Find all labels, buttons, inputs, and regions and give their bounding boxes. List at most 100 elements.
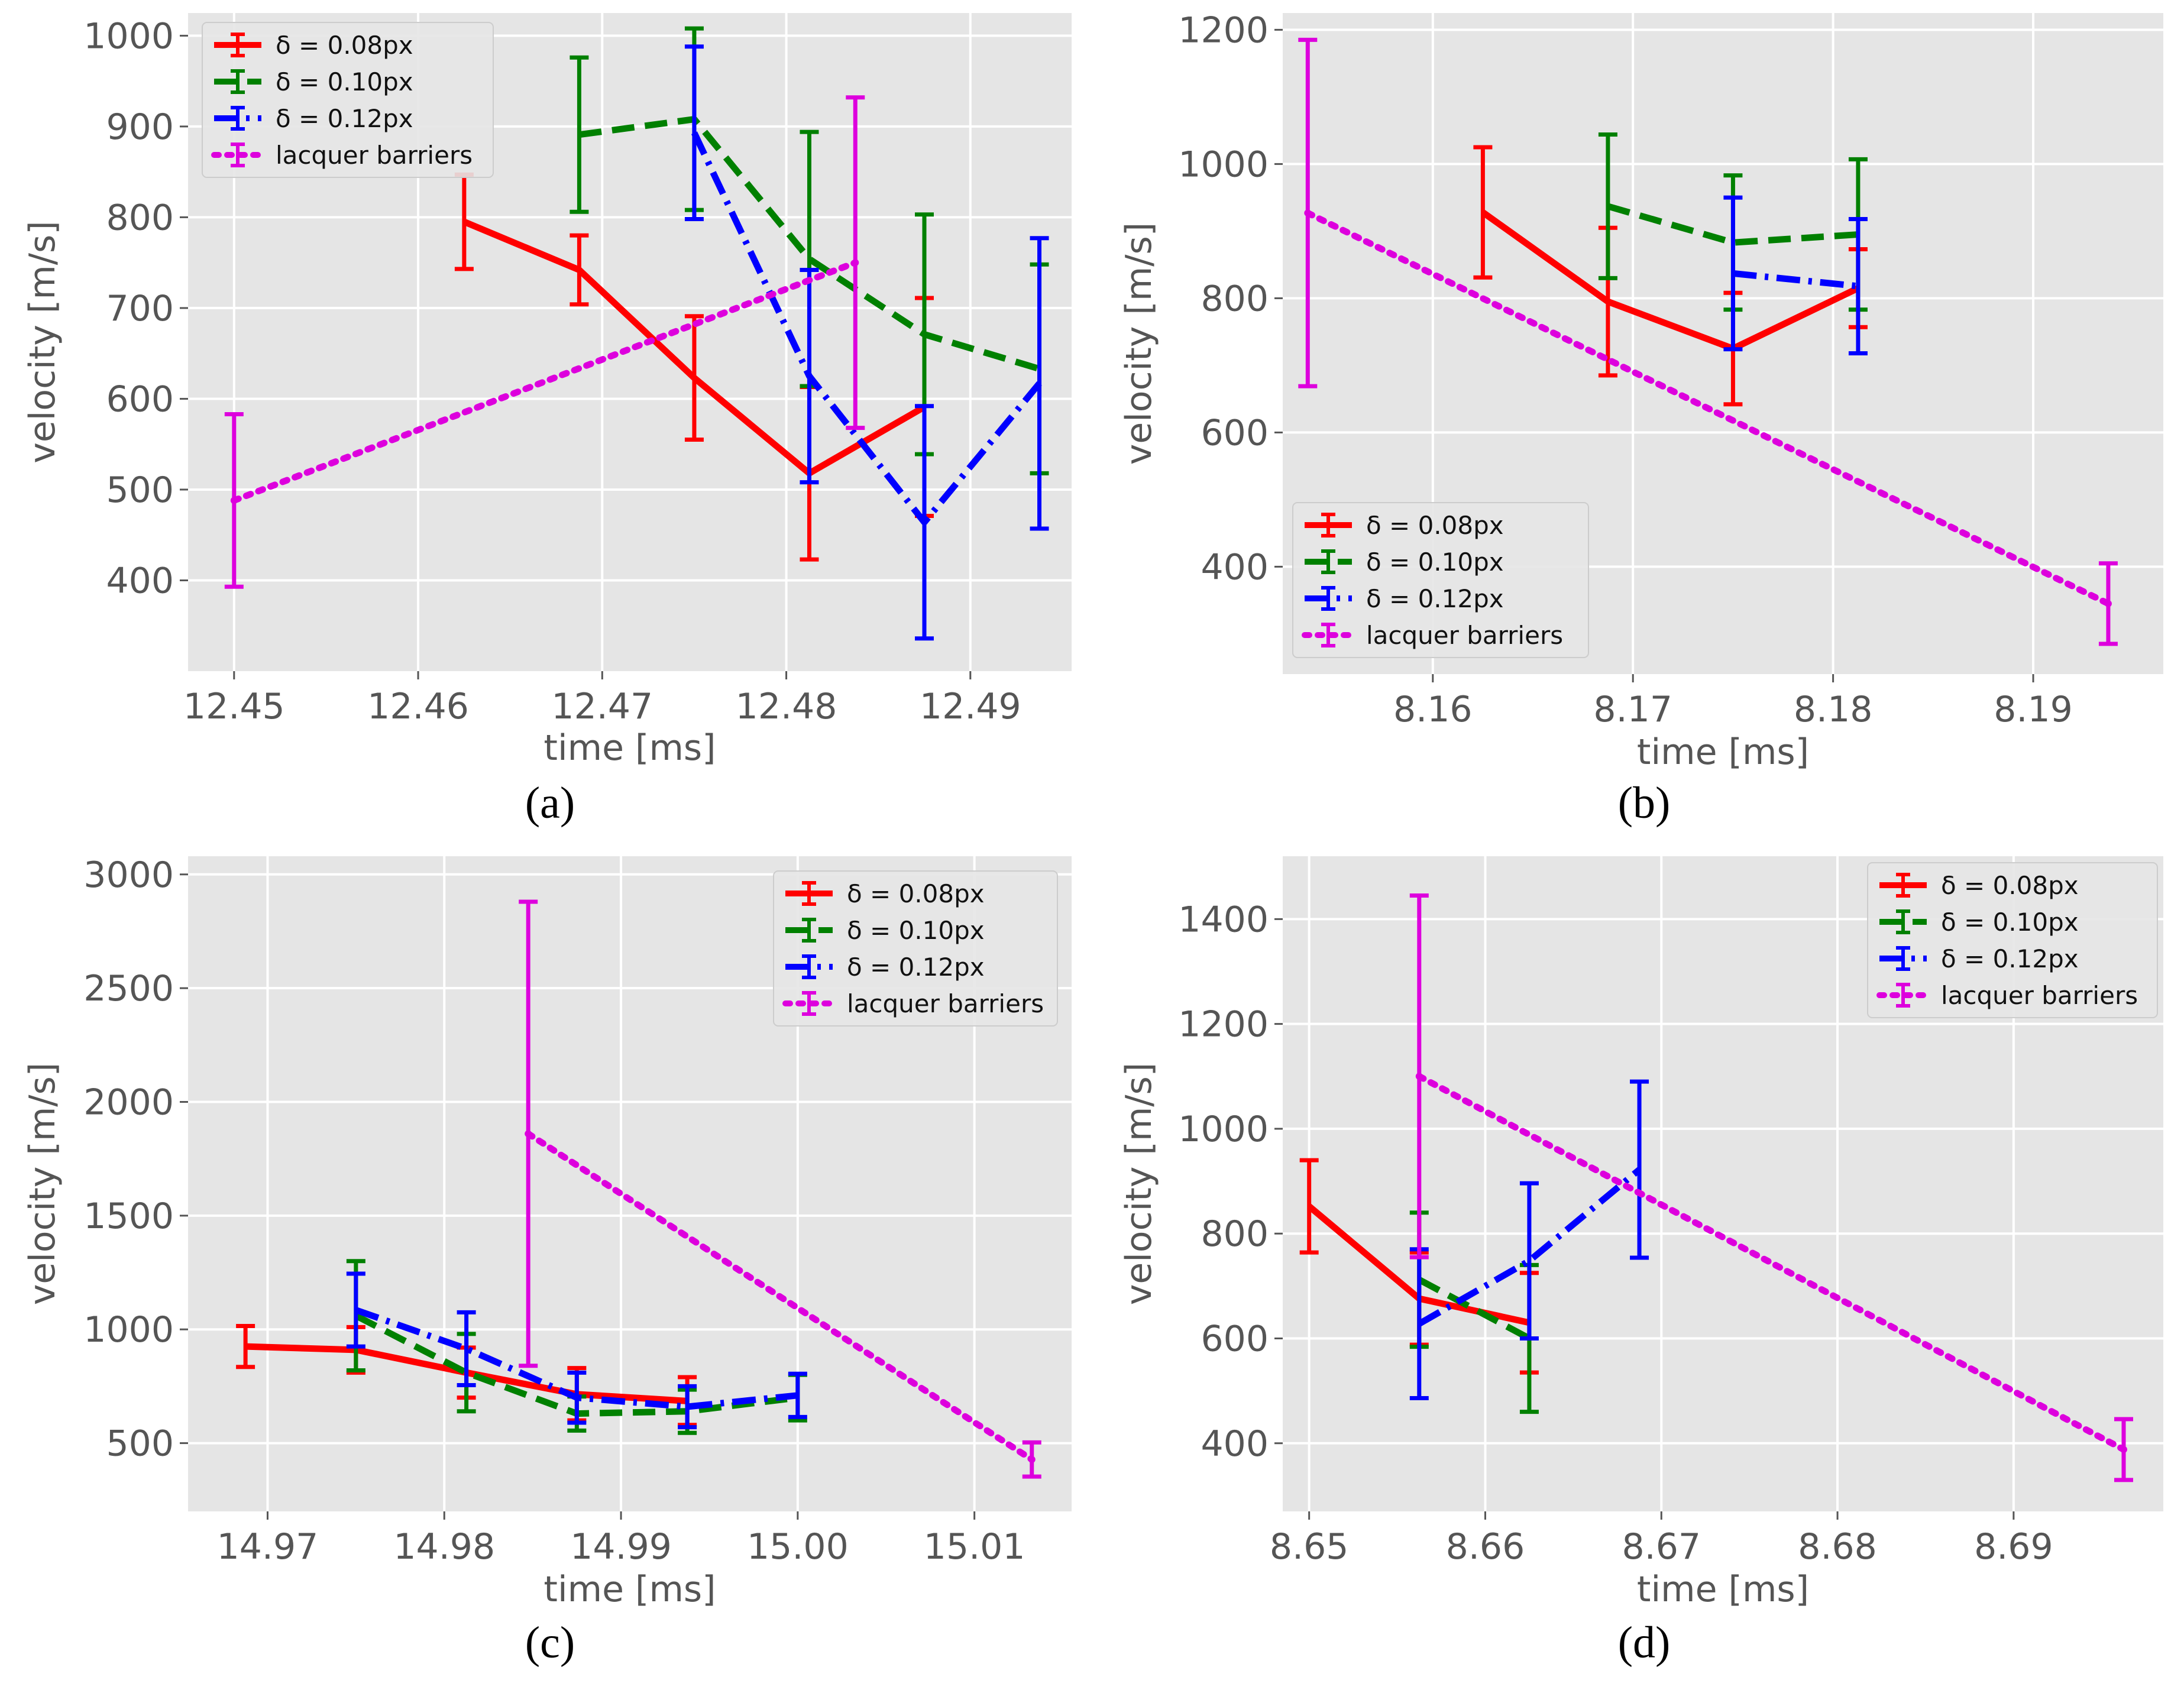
error-bar — [1473, 145, 1493, 280]
error-bar — [915, 404, 934, 641]
legend-box — [1292, 502, 1589, 658]
error-bar — [678, 1384, 697, 1430]
error-bar — [346, 1271, 365, 1349]
error-bar — [800, 267, 819, 485]
error-bar — [788, 1371, 807, 1419]
series-line-lacquer-barriers — [1416, 1073, 2127, 1453]
y-tick-label: 500 — [106, 469, 174, 511]
legend-label: lacquer barriers — [276, 141, 473, 170]
error-bar — [1030, 236, 1049, 531]
caption-a: (a) — [525, 778, 575, 828]
chart-panel-c: 14.97 14.98 14.99 15.00 15.01 500 1000 1500 2000… — [22, 854, 1072, 1610]
series-lacquer-barriers — [1298, 37, 2118, 646]
data-point — [1415, 1073, 1423, 1080]
y-tick-label: 2500 — [83, 968, 174, 1009]
legend-label: δ = 0.10px — [276, 67, 413, 96]
legend-label: δ = 0.08px — [1941, 871, 2079, 900]
legend-label: lacquer barriers — [847, 989, 1044, 1018]
legend-a: δ = 0.08px δ = 0.10px δ = 0.12px lacquer ba… — [202, 22, 494, 178]
x-tick-label: 12.45 — [183, 686, 285, 727]
y-tick-label: 400 — [1201, 1423, 1269, 1465]
y-tick-label: 700 — [106, 288, 174, 329]
y-tick-label: 1000 — [1178, 144, 1269, 185]
x-tick-label: 8.18 — [1794, 689, 1873, 730]
legend-label: δ = 0.12px — [1366, 584, 1504, 613]
x-axis-label: time [ms] — [543, 727, 716, 769]
y-tick-label: 2000 — [83, 1082, 174, 1123]
series-lacquer-barriers — [224, 95, 865, 589]
series-line-lacquer-barriers — [1304, 209, 2112, 607]
legend-label: δ = 0.10px — [1941, 908, 2079, 937]
error-bar — [1022, 1440, 1041, 1479]
x-tick-label: 8.65 — [1270, 1526, 1349, 1568]
legend-label: δ = 0.12px — [1941, 944, 2079, 973]
legend-c: δ = 0.08px δ = 0.10px δ = 0.12px lacquer ba… — [773, 870, 1058, 1027]
x-axis-label: time [ms] — [1637, 731, 1809, 773]
error-bar — [1848, 216, 1868, 355]
legend-label: lacquer barriers — [1941, 981, 2138, 1010]
error-bar — [1723, 195, 1743, 352]
data-point — [852, 259, 859, 267]
y-tick-label: 800 — [1201, 278, 1269, 319]
error-bar — [1598, 132, 1617, 280]
error-bar — [2098, 561, 2118, 646]
x-tick-label: 12.47 — [551, 686, 653, 727]
legend-box — [773, 870, 1058, 1027]
y-tick-label: 800 — [1201, 1213, 1269, 1255]
error-bar — [570, 233, 589, 307]
error-bar — [1519, 1181, 1539, 1340]
x-tick-label: 14.99 — [570, 1526, 672, 1568]
chart-panel-a: 12.45 12.46 12.47 12.48 12.49 400 500 600 700 800… — [22, 13, 1072, 769]
legend-label: δ = 0.08px — [1366, 511, 1504, 540]
x-tick-label: 15.00 — [747, 1526, 849, 1568]
x-tick-label: 14.98 — [393, 1526, 495, 1568]
x-tick-label: 8.69 — [1974, 1526, 2053, 1568]
series-line-0-10px — [1418, 1277, 1531, 1342]
data-point — [2120, 1446, 2127, 1453]
x-tick-label: 8.68 — [1798, 1526, 1877, 1568]
y-tick-label: 3000 — [83, 854, 174, 896]
x-tick-label: 8.19 — [1994, 689, 2073, 730]
y-tick-label: 900 — [106, 106, 174, 148]
legend-label: δ = 0.10px — [1366, 548, 1504, 577]
y-tick-label: 600 — [106, 378, 174, 420]
error-bar — [519, 899, 538, 1368]
caption-b: (b) — [1617, 778, 1671, 828]
series-0-12px — [1409, 1079, 1649, 1401]
y-tick-label: 800 — [106, 197, 174, 238]
series-line-lacquer-barriers — [231, 259, 859, 504]
legend-label: δ = 0.12px — [276, 104, 413, 133]
y-tick-label: 400 — [1201, 546, 1269, 588]
y-tick-label: 1400 — [1178, 899, 1269, 940]
error-bar — [1298, 37, 1318, 388]
legend-b: δ = 0.08px δ = 0.10px δ = 0.12px lacquer ba… — [1292, 502, 1589, 658]
x-tick-label: 8.66 — [1446, 1526, 1525, 1568]
y-axis-label: velocity [m/s] — [22, 1063, 63, 1305]
error-bar — [684, 314, 704, 442]
y-tick-label: 600 — [1201, 412, 1269, 454]
y-axis-label: velocity [m/s] — [22, 221, 63, 463]
error-bar — [224, 412, 244, 589]
x-tick-label: 14.97 — [217, 1526, 319, 1568]
y-axis-label: velocity [m/s] — [1118, 222, 1160, 465]
legend-box — [1867, 862, 2158, 1018]
x-axis-label: time [ms] — [1637, 1569, 1809, 1610]
caption-d: (d) — [1617, 1618, 1671, 1667]
series-line-0-12px — [691, 131, 1042, 526]
series-line-0-10px — [578, 116, 1041, 373]
y-tick-label: 600 — [1201, 1318, 1269, 1359]
x-tick-label: 12.48 — [736, 686, 837, 727]
y-tick-label: 400 — [106, 560, 174, 601]
legend-d: δ = 0.08px δ = 0.10px δ = 0.12px lacquer ba… — [1867, 862, 2158, 1018]
error-bar — [457, 1310, 476, 1387]
data-point — [230, 497, 238, 504]
data-point — [2104, 600, 2112, 607]
error-bar — [570, 55, 589, 214]
legend-label: δ = 0.08px — [847, 879, 985, 908]
chart-panel-b: 8.16 8.17 8.18 8.19 400 600 800 1000 1200 time [m… — [1118, 9, 2163, 773]
y-tick-label: 1000 — [1178, 1109, 1269, 1150]
x-tick-label: 12.49 — [920, 686, 1021, 727]
error-bar — [846, 95, 865, 430]
x-tick-label: 8.17 — [1593, 689, 1672, 730]
